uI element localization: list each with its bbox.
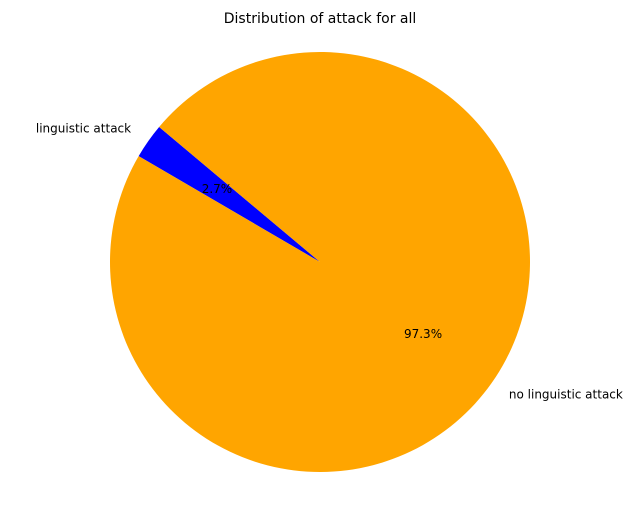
chart-title: Distribution of attack for all [224, 11, 417, 27]
slice-label-linguistic-attack: linguistic attack [36, 122, 131, 136]
pie-slices [110, 51, 531, 472]
slice-percent-linguistic-attack: 2.7% [202, 182, 233, 196]
slice-percent-no-linguistic-attack: 97.3% [404, 327, 442, 341]
pie-slice-no-linguistic-attack [110, 51, 531, 472]
pie-slice-linguistic-attack [138, 127, 320, 262]
slice-label-no-linguistic-attack: no linguistic attack [509, 387, 623, 401]
pie-labels: linguistic attack 2.7% no linguistic attac… [36, 122, 623, 402]
